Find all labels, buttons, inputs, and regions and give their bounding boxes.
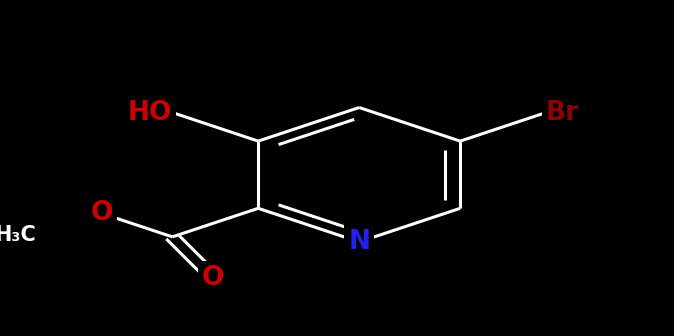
Text: O: O: [202, 265, 224, 291]
Text: N: N: [348, 229, 370, 255]
Text: O: O: [90, 200, 113, 226]
Text: Br: Br: [546, 99, 579, 126]
Text: HO: HO: [128, 99, 173, 126]
Text: H₃C: H₃C: [0, 225, 36, 245]
